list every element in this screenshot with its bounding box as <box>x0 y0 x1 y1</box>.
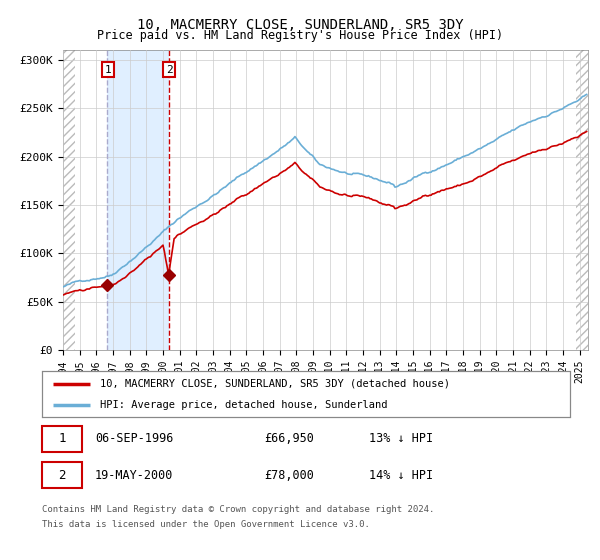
Text: 10, MACMERRY CLOSE, SUNDERLAND, SR5 3DY: 10, MACMERRY CLOSE, SUNDERLAND, SR5 3DY <box>137 18 463 32</box>
Text: 06-SEP-1996: 06-SEP-1996 <box>95 432 173 445</box>
Text: 2: 2 <box>166 64 173 74</box>
Text: This data is licensed under the Open Government Licence v3.0.: This data is licensed under the Open Gov… <box>42 520 370 529</box>
Text: 1: 1 <box>105 64 112 74</box>
Text: Price paid vs. HM Land Registry's House Price Index (HPI): Price paid vs. HM Land Registry's House … <box>97 29 503 42</box>
Text: 1: 1 <box>58 432 65 445</box>
Bar <box>575 50 588 350</box>
Text: £66,950: £66,950 <box>264 432 314 445</box>
FancyBboxPatch shape <box>42 462 82 488</box>
Text: 2: 2 <box>58 469 65 482</box>
Text: HPI: Average price, detached house, Sunderland: HPI: Average price, detached house, Sund… <box>100 400 388 410</box>
Bar <box>63 50 76 350</box>
Text: Contains HM Land Registry data © Crown copyright and database right 2024.: Contains HM Land Registry data © Crown c… <box>42 505 434 514</box>
Text: 13% ↓ HPI: 13% ↓ HPI <box>370 432 433 445</box>
Text: 10, MACMERRY CLOSE, SUNDERLAND, SR5 3DY (detached house): 10, MACMERRY CLOSE, SUNDERLAND, SR5 3DY … <box>100 379 450 389</box>
Text: £78,000: £78,000 <box>264 469 314 482</box>
FancyBboxPatch shape <box>42 426 82 452</box>
Bar <box>107 50 169 350</box>
Text: 14% ↓ HPI: 14% ↓ HPI <box>370 469 433 482</box>
Text: 19-MAY-2000: 19-MAY-2000 <box>95 469 173 482</box>
